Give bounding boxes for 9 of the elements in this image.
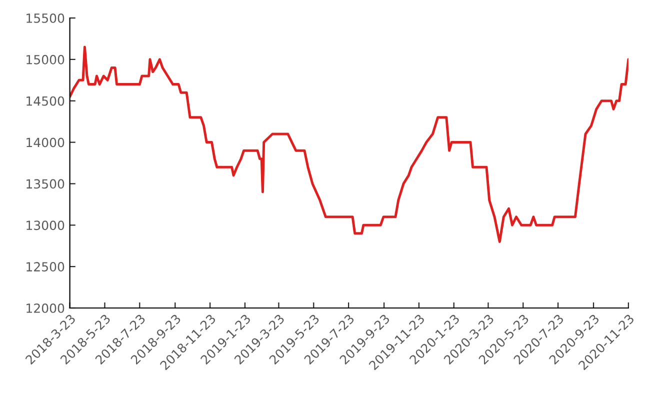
y-tick-label: 14000	[26, 138, 64, 148]
line-series	[70, 46, 628, 243]
y-tick-label: 15000	[26, 54, 64, 64]
y-tick-label: 13000	[26, 220, 64, 230]
y-tick-label: 13500	[26, 179, 64, 189]
y-tick-label: 14500	[26, 96, 64, 106]
y-tick-label: 15500	[26, 13, 64, 23]
y-tick-label: 12000	[26, 303, 64, 313]
y-tick-label: 12500	[26, 262, 64, 272]
